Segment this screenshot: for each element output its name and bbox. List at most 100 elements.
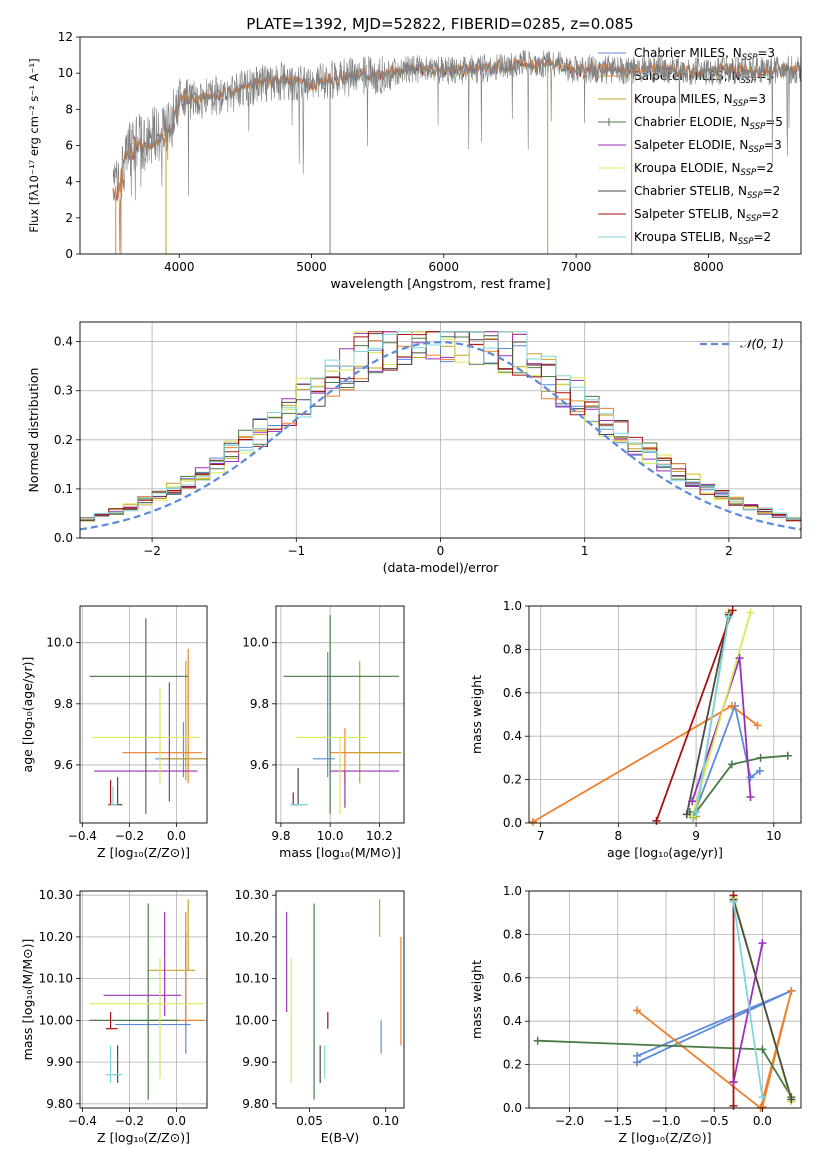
observed-spectrum bbox=[112, 49, 801, 253]
y-tick-label: 10.00 bbox=[235, 1013, 269, 1027]
x-tick-label: 0.0 bbox=[167, 829, 186, 843]
x-tick-label: 0.0 bbox=[753, 1114, 772, 1128]
weight-marker-kroupa-elodie bbox=[688, 812, 697, 821]
weight-line-chabrier-stelib bbox=[685, 614, 730, 815]
weight-marker-salpeter-elodie bbox=[746, 792, 755, 801]
y-tick-label: 0.6 bbox=[503, 971, 522, 985]
x-axis-label: Z [log₁₀(Z/Z⊙)] bbox=[97, 1130, 190, 1145]
x-tick-label: −0.4 bbox=[68, 1114, 97, 1128]
x-tick-label: −2.0 bbox=[555, 1114, 584, 1128]
figure-title: PLATE=1392, MJD=52822, FIBERID=0285, z=0… bbox=[246, 15, 633, 33]
legend-label: Chabrier STELIB, NSSP=2 bbox=[634, 184, 780, 201]
weight-marker-salpeter-miles bbox=[727, 701, 736, 710]
y-tick-label: 2 bbox=[65, 211, 73, 225]
weight-marker-salpeter-elodie bbox=[729, 1077, 738, 1086]
y-tick-label: 0.3 bbox=[54, 384, 73, 398]
x-tick-label: 0 bbox=[437, 544, 445, 558]
y-tick-label: 0.2 bbox=[503, 773, 522, 787]
y-tick-label: 10.10 bbox=[39, 972, 73, 986]
x-tick-label: 4000 bbox=[164, 260, 195, 274]
x-tick-label: 1 bbox=[581, 544, 589, 558]
x-tick-label: −2 bbox=[143, 544, 161, 558]
x-tick-label: 9 bbox=[692, 829, 700, 843]
x-tick-label: 7 bbox=[537, 829, 545, 843]
y-tick-label: 9.8 bbox=[250, 697, 269, 711]
x-tick-label: 8 bbox=[615, 829, 623, 843]
x-axis-label: E(B-V) bbox=[321, 1130, 360, 1145]
weight-marker-salpeter-stelib bbox=[728, 606, 737, 615]
axes-frame bbox=[275, 605, 405, 824]
y-tick-label: 10 bbox=[58, 66, 73, 80]
x-tick-label: −1.0 bbox=[651, 1114, 680, 1128]
y-tick-label: 9.80 bbox=[46, 1097, 73, 1111]
y-tick-label: 10.30 bbox=[39, 888, 73, 902]
legend-label: Chabrier ELODIE, NSSP=5 bbox=[634, 115, 783, 132]
y-tick-label: 10.0 bbox=[242, 636, 269, 650]
x-tick-label: 0.10 bbox=[372, 1114, 399, 1128]
weight-marker-salpeter-miles bbox=[787, 986, 796, 995]
weight-marker-salpeter-miles bbox=[528, 817, 537, 826]
x-tick-label: 6000 bbox=[429, 260, 460, 274]
x-tick-label: 8000 bbox=[693, 260, 724, 274]
axes-weight_vs_Z: −2.0 −1.5 −1.0 −0.5 0.0 0.0 0.2 0.4 0.6 0.8 1.0 Z [… bbox=[469, 884, 802, 1145]
plot-area-residuals bbox=[80, 331, 801, 531]
legend-label: Kroupa ELODIE, NSSP=2 bbox=[634, 161, 774, 178]
axes-weight_vs_age: 7 8 9 10 0.0 0.2 0.4 0.6 0.8 1.0 age [log₁₀(age/yr… bbox=[469, 599, 802, 860]
plot-area-spectrum bbox=[112, 49, 801, 254]
x-tick-label: −1 bbox=[287, 544, 305, 558]
weight-marker-kroupa-elodie bbox=[746, 608, 755, 617]
plot-area-weight_vs_Z bbox=[537, 895, 793, 1108]
weight-marker-salpeter-elodie bbox=[735, 654, 744, 663]
x-tick-label: 7000 bbox=[561, 260, 592, 274]
weight-line-chabrier-stelib bbox=[732, 899, 793, 1100]
x-tick-label: −0.2 bbox=[115, 1114, 144, 1128]
axes-frame bbox=[528, 890, 802, 1109]
plot-area-age_vs_Z bbox=[89, 618, 207, 814]
axes-frame bbox=[79, 890, 208, 1109]
y-tick-label: 9.90 bbox=[242, 1055, 269, 1069]
y-axis-label: mass weight bbox=[469, 960, 484, 1039]
y-tick-label: 9.6 bbox=[250, 758, 269, 772]
y-tick-label: 0.4 bbox=[503, 729, 522, 743]
weight-marker-kroupa-stelib bbox=[729, 897, 738, 906]
y-tick-label: 0.1 bbox=[54, 482, 73, 496]
y-tick-label: 4 bbox=[65, 175, 73, 189]
y-axis-label: age [log₁₀(age/yr)] bbox=[20, 657, 35, 773]
weight-marker-chabrier-elodie bbox=[758, 1045, 767, 1054]
weight-marker-salpeter-stelib bbox=[652, 816, 661, 825]
y-axis-label: mass weight bbox=[469, 675, 484, 754]
y-tick-label: 10.00 bbox=[39, 1013, 73, 1027]
weight-line-kroupa-stelib bbox=[695, 616, 730, 813]
plot-area-mass_vs_Z bbox=[89, 899, 205, 1100]
x-tick-label: −0.4 bbox=[68, 829, 97, 843]
axes-mass_vs_Z: −0.4 −0.2 0.0 9.80 9.90 10.00 10.10 10.20 10.30 Z… bbox=[20, 888, 208, 1145]
axes-frame bbox=[275, 890, 405, 1109]
x-tick-label: −0.2 bbox=[115, 829, 144, 843]
weight-marker-salpeter-elodie bbox=[688, 797, 697, 806]
x-tick-label: 10.0 bbox=[317, 829, 344, 843]
y-tick-label: 1.0 bbox=[503, 599, 522, 613]
y-tick-label: 0.4 bbox=[54, 335, 73, 349]
histogram-salpeter-elodie bbox=[80, 331, 801, 520]
weight-marker-salpeter-miles bbox=[633, 1006, 642, 1015]
x-axis-label: age [log₁₀(age/yr)] bbox=[607, 845, 723, 860]
axes-mass_vs_ebv: 0.05 0.10 9.80 9.90 10.00 10.10 10.20 10.30 E(B-… bbox=[235, 888, 405, 1145]
weight-line-chabrier-miles bbox=[692, 702, 761, 818]
x-tick-label: 5000 bbox=[296, 260, 327, 274]
weight-marker-chabrier-elodie bbox=[756, 753, 765, 762]
y-tick-label: 10.0 bbox=[46, 636, 73, 650]
weight-marker-chabrier-stelib bbox=[787, 1095, 796, 1104]
normal-pdf-curve bbox=[80, 341, 801, 531]
y-axis-label: Normed distribution bbox=[26, 368, 41, 493]
x-tick-label: −0.5 bbox=[700, 1114, 729, 1128]
weight-marker-salpeter-stelib bbox=[729, 1101, 738, 1110]
y-tick-label: 0.8 bbox=[503, 642, 522, 656]
weight-marker-chabrier-stelib bbox=[682, 810, 691, 819]
weight-marker-chabrier-elodie bbox=[533, 1036, 542, 1045]
legend-label: Kroupa STELIB, NSSP=2 bbox=[634, 230, 771, 247]
y-tick-label: 0 bbox=[65, 247, 73, 261]
weight-marker-chabrier-elodie bbox=[727, 760, 736, 769]
x-tick-label: 10.2 bbox=[366, 829, 393, 843]
y-tick-label: 9.6 bbox=[54, 758, 73, 772]
y-tick-label: 8 bbox=[65, 102, 73, 116]
